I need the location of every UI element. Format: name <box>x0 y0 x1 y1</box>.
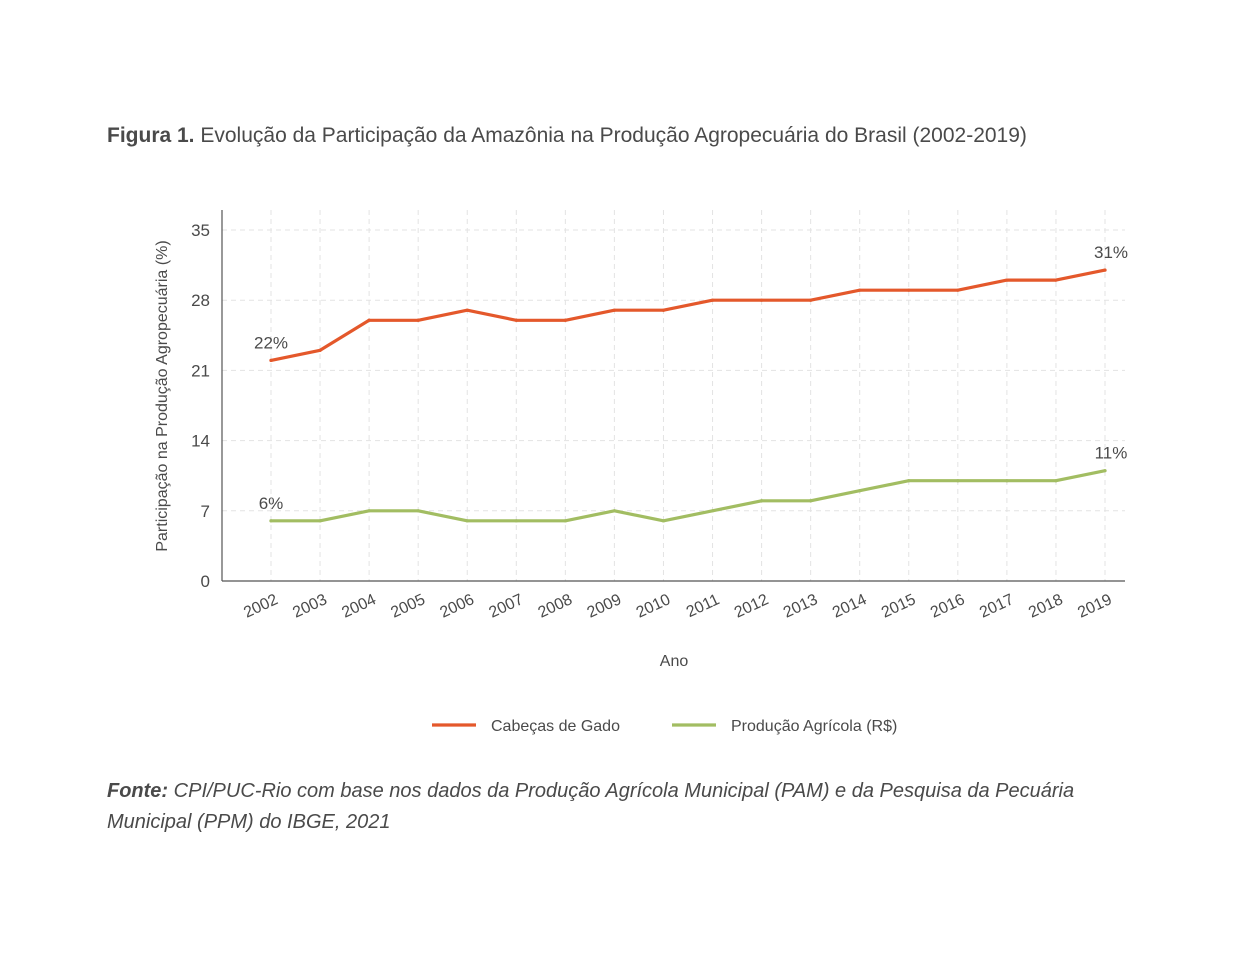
x-tick-label: 2010 <box>634 591 674 621</box>
x-tick-label: 2003 <box>290 591 330 621</box>
x-tick-label: 2017 <box>977 591 1017 621</box>
series-point <box>367 509 371 513</box>
chart-grid <box>222 210 1125 581</box>
data-label: 11% <box>1095 444 1128 463</box>
series-point <box>416 318 420 322</box>
data-label: 6% <box>259 494 284 513</box>
series-point <box>1005 278 1009 282</box>
series-point <box>710 298 715 302</box>
data-labels: 22% 31% 6% 11% <box>254 243 1128 513</box>
x-tick-label: 2013 <box>781 591 821 621</box>
series-point <box>1103 469 1107 473</box>
series-point <box>612 509 617 513</box>
x-tick-label: 2008 <box>536 591 576 621</box>
series-line-1 <box>269 469 1107 523</box>
series-point <box>809 499 813 503</box>
figure-title: Figura 1. Evolução da Participação da Am… <box>107 124 1027 148</box>
series-point <box>858 288 862 292</box>
x-tick-label: 2005 <box>388 591 428 621</box>
y-tick-label: 0 <box>201 572 210 591</box>
series-line-0 <box>269 268 1107 362</box>
x-tick-label: 2007 <box>487 591 527 621</box>
series-point <box>1054 278 1058 282</box>
series-point <box>907 288 911 292</box>
series-point <box>563 519 567 523</box>
series-point <box>416 509 420 513</box>
legend-label: Produção Agrícola (R$) <box>731 718 897 735</box>
y-tick-label: 21 <box>191 361 210 380</box>
series-point <box>367 318 371 322</box>
series-point <box>563 318 567 322</box>
series-point <box>1054 479 1058 483</box>
x-tick-label: 2002 <box>241 591 281 621</box>
chart-series <box>269 268 1107 523</box>
y-tick-label: 28 <box>191 291 210 310</box>
y-axis-label: Participação na Produção Agropecuária (%… <box>154 240 171 551</box>
x-tick-label: 2016 <box>928 591 968 621</box>
series-point <box>318 519 322 523</box>
series-point <box>710 509 715 513</box>
x-tick-label: 2012 <box>732 591 772 621</box>
figure-title-lead: Figura 1. <box>107 124 195 147</box>
figure-source: Fonte: CPI/PUC-Rio com base nos dados da… <box>107 776 1127 838</box>
x-axis-label: Ano <box>660 653 689 670</box>
y-tick-label: 7 <box>201 502 210 521</box>
series-point <box>318 348 322 352</box>
source-text: CPI/PUC-Rio com base nos dados da Produç… <box>107 780 1075 833</box>
series-point <box>1103 268 1107 272</box>
series-point <box>858 489 862 493</box>
series-point <box>514 318 518 322</box>
series-point <box>907 479 911 483</box>
x-tick-label: 2019 <box>1075 591 1115 621</box>
series-point <box>514 519 518 523</box>
series-point <box>661 519 666 523</box>
x-tick-label: 2004 <box>339 591 379 621</box>
series-point <box>759 298 764 302</box>
source-lead: Fonte: <box>107 780 169 802</box>
series-point <box>956 479 960 483</box>
x-tick-label: 2014 <box>830 591 870 621</box>
legend-label: Cabeças de Gado <box>491 718 620 735</box>
y-tick-labels: 0 7 14 21 28 35 <box>191 221 210 591</box>
x-tick-label: 2011 <box>684 591 722 621</box>
x-tick-label: 2015 <box>879 591 919 621</box>
x-tick-label: 2006 <box>437 591 477 621</box>
y-tick-label: 35 <box>191 221 210 240</box>
x-tick-labels: 2002 2003 2004 2005 2006 2007 2008 2009 2010 2011… <box>241 591 1115 621</box>
series-point <box>269 358 273 362</box>
x-tick-label: 2018 <box>1026 591 1066 621</box>
series-point <box>661 308 666 312</box>
chart-legend: Cabeças de Gado Produção Agrícola (R$) <box>432 718 897 735</box>
series-point <box>612 308 617 312</box>
x-tick-label: 2009 <box>585 591 625 621</box>
data-label: 31% <box>1094 243 1128 262</box>
series-point <box>269 519 273 523</box>
series-point <box>465 308 469 312</box>
series-point <box>1005 479 1009 483</box>
series-point <box>759 499 764 503</box>
data-label: 22% <box>254 333 288 352</box>
series-point <box>809 298 813 302</box>
figure-title-text: Evolução da Participação da Amazônia na … <box>200 124 1027 147</box>
series-point <box>956 288 960 292</box>
series-point <box>465 519 469 523</box>
y-tick-label: 14 <box>191 432 210 451</box>
chart-axes <box>221 210 1125 582</box>
